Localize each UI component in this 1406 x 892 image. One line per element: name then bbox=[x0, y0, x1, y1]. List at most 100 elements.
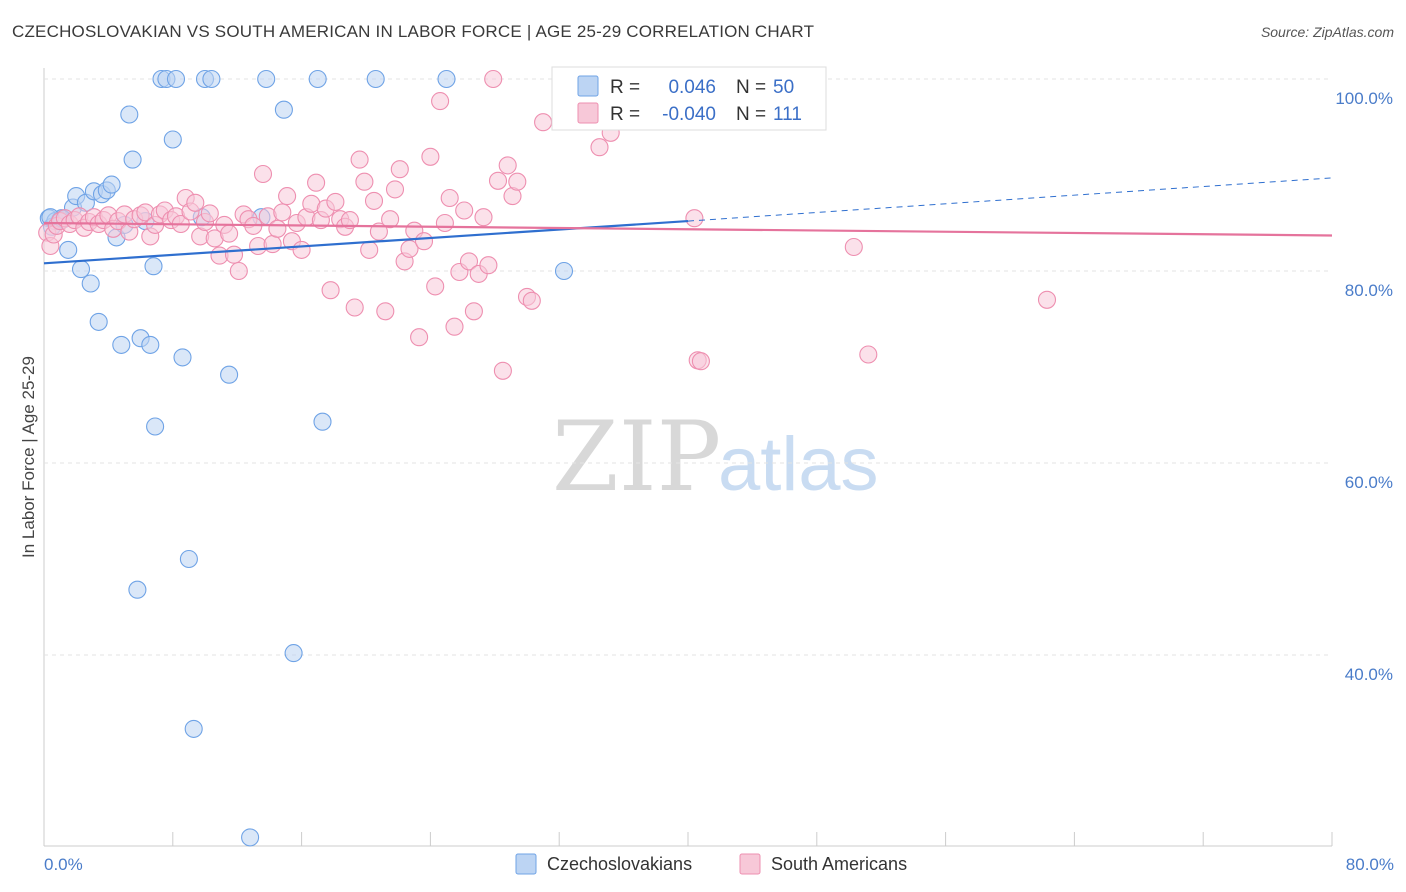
southam-point bbox=[479, 256, 498, 275]
czech-point bbox=[89, 312, 108, 331]
legend-n-label-southam: N = bbox=[736, 104, 766, 125]
watermark-zip: ZIP bbox=[552, 401, 721, 513]
data-points bbox=[38, 69, 1057, 847]
czech-point bbox=[220, 365, 239, 384]
southam-point bbox=[459, 252, 479, 271]
southam-point bbox=[200, 204, 219, 223]
southam-point bbox=[360, 240, 379, 259]
czech-point bbox=[313, 412, 332, 431]
y-tick-label: 40.0% bbox=[1345, 665, 1393, 684]
czech-point bbox=[241, 828, 260, 847]
czech-point bbox=[146, 417, 165, 436]
southam-point bbox=[263, 235, 282, 254]
czech-point bbox=[274, 100, 293, 119]
southam-point bbox=[691, 352, 710, 371]
stats-legend: R = 0.046 N = 50 R = -0.040 N = 111 bbox=[551, 66, 827, 131]
czech-point bbox=[366, 69, 385, 89]
czech-point bbox=[308, 69, 327, 89]
southam-point bbox=[414, 232, 434, 251]
southam-point bbox=[224, 245, 244, 264]
southam-point bbox=[859, 345, 878, 364]
y-tick-label: 80.0% bbox=[1345, 281, 1393, 300]
southam-point bbox=[421, 147, 440, 166]
x-tick-label-max: 80.0% bbox=[1346, 855, 1394, 874]
czech-point bbox=[102, 175, 121, 194]
watermark-atlas: atlas bbox=[718, 422, 879, 507]
x-ticks bbox=[43, 832, 1333, 846]
y-tick-labels: 100.0% 80.0% 60.0% 40.0% bbox=[1335, 89, 1393, 684]
southam-point bbox=[307, 173, 326, 192]
southam-point bbox=[426, 277, 445, 296]
legend-n-label-czech: N = bbox=[736, 77, 766, 98]
southam-point bbox=[355, 172, 374, 191]
southam-point bbox=[508, 172, 527, 191]
legend-n-value-southam: 111 bbox=[773, 104, 802, 125]
southam-point bbox=[292, 240, 311, 259]
series-legend: Czechoslovakians South Americans bbox=[515, 853, 907, 875]
bottom-legend-label-czech: Czechoslovakians bbox=[547, 854, 692, 874]
southam-point bbox=[229, 261, 248, 281]
czech-point bbox=[128, 580, 147, 599]
southam-point bbox=[498, 156, 517, 175]
southam-point bbox=[435, 213, 454, 233]
czech-point bbox=[179, 549, 198, 569]
bottom-legend-label-southam: South Americans bbox=[771, 854, 907, 874]
x-tick-label-min: 0.0% bbox=[44, 855, 83, 874]
southam-point bbox=[381, 210, 400, 229]
southam-point bbox=[186, 193, 205, 212]
southam-point bbox=[431, 92, 450, 111]
bottom-legend-swatch-southam bbox=[739, 853, 761, 875]
y-tick-label: 60.0% bbox=[1345, 473, 1393, 492]
southam-point bbox=[385, 180, 405, 199]
southam-point bbox=[278, 187, 297, 206]
chart-title: CZECHOSLOVAKIAN VS SOUTH AMERICAN IN LAB… bbox=[12, 22, 815, 41]
southam-point bbox=[455, 201, 474, 220]
southam-point bbox=[445, 317, 464, 336]
southam-point bbox=[534, 113, 553, 132]
southam-point bbox=[488, 171, 508, 190]
trend-lines bbox=[43, 177, 1333, 265]
czech-point bbox=[141, 335, 160, 354]
czech-point bbox=[112, 335, 131, 354]
czech-point bbox=[120, 105, 139, 124]
southam-point bbox=[376, 302, 395, 321]
southam-point bbox=[1037, 290, 1057, 309]
czech-trend-extension bbox=[687, 177, 1333, 222]
czech-point bbox=[123, 150, 142, 169]
southam-point bbox=[390, 160, 409, 179]
czech-point bbox=[173, 348, 192, 367]
y-axis-label: In Labor Force | Age 25-29 bbox=[19, 356, 38, 558]
southam-point bbox=[410, 328, 429, 347]
southam-point bbox=[590, 138, 609, 157]
southam-point bbox=[253, 164, 273, 184]
czech-point bbox=[144, 257, 163, 276]
southam-point bbox=[350, 150, 369, 169]
czech-point bbox=[257, 69, 276, 89]
legend-swatch-czech bbox=[577, 75, 599, 97]
bottom-legend-swatch-czech bbox=[515, 853, 537, 875]
southam-point bbox=[340, 211, 359, 230]
czech-point bbox=[202, 69, 221, 89]
y-tick-label: 100.0% bbox=[1335, 89, 1393, 108]
southam-point bbox=[345, 298, 364, 317]
southam-point bbox=[464, 302, 483, 321]
southam-point bbox=[522, 291, 541, 310]
southam-point bbox=[273, 203, 292, 222]
southam-point bbox=[364, 191, 384, 210]
source-label: Source: ZipAtlas.com bbox=[1260, 24, 1394, 40]
czech-point bbox=[59, 240, 78, 259]
czech-point bbox=[81, 274, 100, 293]
czech-point bbox=[163, 130, 182, 149]
southam-point bbox=[474, 208, 493, 227]
southam-point bbox=[484, 69, 503, 89]
legend-n-value-czech: 50 bbox=[773, 77, 794, 98]
southam-point bbox=[493, 361, 512, 380]
legend-r-value-czech: 0.046 bbox=[668, 77, 716, 98]
czech-point bbox=[554, 261, 574, 281]
czech-point bbox=[284, 644, 303, 663]
legend-r-label-czech: R = bbox=[610, 77, 640, 98]
gridlines bbox=[44, 78, 1332, 656]
czech-point bbox=[71, 260, 91, 279]
southam-point bbox=[321, 281, 340, 300]
southam-point bbox=[268, 219, 287, 238]
